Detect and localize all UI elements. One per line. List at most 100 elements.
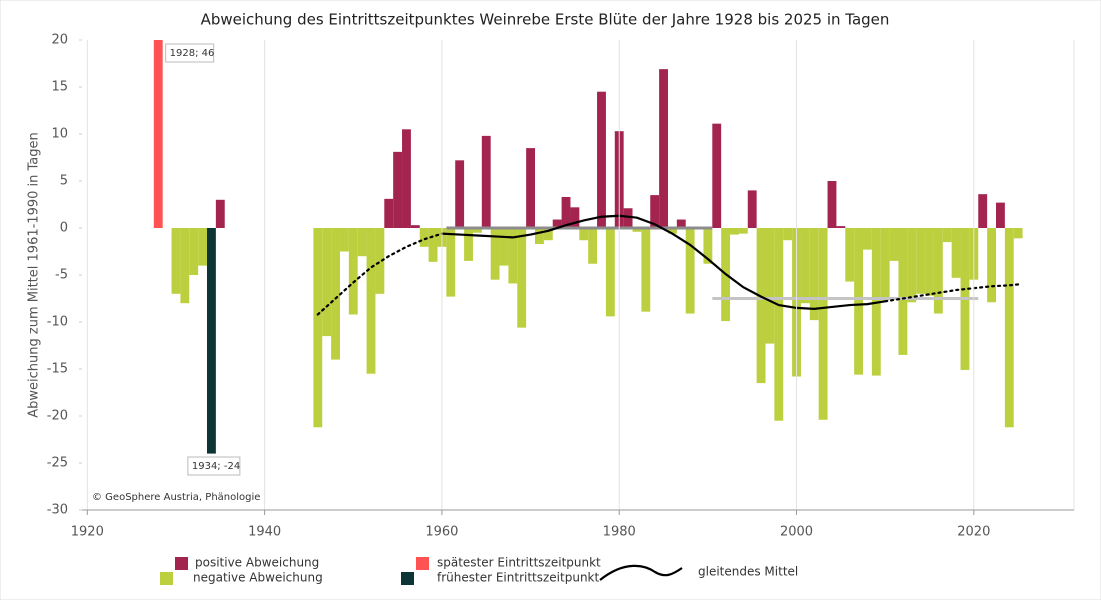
y-tick-label: -10 bbox=[47, 315, 68, 330]
bar bbox=[925, 228, 934, 296]
bar bbox=[800, 228, 810, 304]
bar bbox=[907, 228, 917, 303]
bar bbox=[942, 228, 952, 243]
legend-swatch bbox=[175, 557, 188, 570]
bar bbox=[836, 226, 846, 228]
source: © GeoSphere Austria, Phänologie bbox=[92, 492, 260, 503]
bar bbox=[402, 129, 411, 228]
bar bbox=[916, 228, 926, 294]
bar bbox=[499, 228, 509, 266]
x-tick-label: 2020 bbox=[957, 525, 990, 540]
y-tick-label: -25 bbox=[47, 456, 68, 471]
bar bbox=[597, 91, 606, 228]
bar bbox=[490, 228, 500, 280]
y-tick-label: -30 bbox=[47, 503, 68, 518]
chart-title: Abweichung des Eintrittszeitpunktes Wein… bbox=[201, 11, 890, 29]
annotation: 1934; -24 bbox=[192, 461, 240, 472]
bar bbox=[845, 228, 855, 282]
x-tick-label: 1980 bbox=[603, 525, 636, 540]
bar bbox=[730, 228, 739, 235]
bar bbox=[880, 228, 890, 301]
x-tick-label: 1960 bbox=[425, 525, 458, 540]
bar bbox=[153, 40, 163, 228]
bar bbox=[419, 228, 429, 247]
y-tick-label: -15 bbox=[47, 362, 68, 377]
bar bbox=[632, 228, 642, 232]
bar bbox=[588, 228, 598, 264]
bar bbox=[198, 228, 207, 266]
bar bbox=[215, 199, 225, 228]
bar bbox=[357, 228, 367, 257]
y-tick-label: 0 bbox=[60, 221, 68, 236]
legend-label: negative Abweichung bbox=[193, 571, 323, 585]
legend-line bbox=[599, 564, 683, 581]
legend-label: gleitendes Mittel bbox=[698, 565, 798, 579]
bar bbox=[898, 228, 908, 355]
bar bbox=[410, 225, 420, 228]
bar bbox=[543, 228, 553, 241]
x-tick-label: 1940 bbox=[248, 525, 281, 540]
bar bbox=[384, 198, 394, 228]
y-tick-label: 5 bbox=[60, 174, 68, 189]
bar bbox=[472, 228, 482, 233]
moving-average bbox=[884, 283, 1020, 303]
legend-label: spätester Eintrittszeitpunkt bbox=[437, 556, 601, 570]
bar bbox=[561, 196, 571, 228]
y-tick-label: -5 bbox=[55, 268, 68, 283]
annotation-box bbox=[187, 456, 241, 476]
bar bbox=[1004, 228, 1014, 428]
annotation-box bbox=[165, 43, 215, 63]
bar bbox=[659, 69, 668, 228]
bar bbox=[818, 228, 828, 420]
bar bbox=[951, 228, 961, 278]
bar bbox=[1013, 228, 1023, 239]
bar bbox=[455, 160, 465, 228]
bar bbox=[508, 228, 518, 284]
y-tick-label: 15 bbox=[51, 80, 68, 95]
bar bbox=[375, 228, 385, 294]
x-tick-label: 1920 bbox=[71, 525, 104, 540]
bar bbox=[464, 228, 473, 261]
bar bbox=[987, 228, 996, 303]
bar bbox=[517, 228, 527, 328]
bar bbox=[180, 228, 190, 304]
bar bbox=[809, 228, 819, 321]
bar bbox=[366, 228, 376, 374]
bar bbox=[446, 228, 456, 297]
legend-swatch bbox=[401, 572, 414, 585]
bar bbox=[756, 228, 766, 384]
bar bbox=[579, 228, 589, 241]
bar bbox=[348, 228, 358, 315]
bar bbox=[535, 228, 544, 244]
moving-average bbox=[316, 232, 444, 316]
y-axis-label: Abweichung zum Mittel 1961-1990 in Tagen bbox=[27, 132, 42, 417]
bar bbox=[889, 228, 899, 261]
bar bbox=[393, 151, 403, 228]
bar bbox=[765, 228, 775, 344]
bar bbox=[605, 228, 615, 317]
bar bbox=[481, 135, 491, 228]
bar bbox=[339, 228, 349, 252]
y-tick-label: -20 bbox=[47, 409, 68, 424]
legend-label: positive Abweichung bbox=[195, 556, 319, 570]
bar bbox=[331, 228, 340, 360]
annotation: 1928; 46 bbox=[170, 48, 215, 59]
bar bbox=[322, 228, 332, 337]
legend-swatch bbox=[416, 557, 429, 570]
bar bbox=[623, 208, 633, 228]
bar bbox=[189, 228, 199, 275]
bar bbox=[703, 228, 713, 264]
bar bbox=[738, 228, 748, 234]
bar bbox=[650, 195, 660, 228]
bar bbox=[774, 228, 784, 421]
bar bbox=[827, 181, 837, 228]
bar bbox=[526, 148, 536, 228]
bar bbox=[712, 123, 722, 228]
bar bbox=[783, 228, 793, 241]
legend-label: frühester Eintrittszeitpunkt bbox=[437, 571, 599, 585]
bar bbox=[933, 228, 943, 314]
bar bbox=[978, 194, 988, 228]
bar bbox=[863, 228, 872, 250]
bar bbox=[685, 228, 695, 314]
moving-average bbox=[440, 214, 887, 310]
